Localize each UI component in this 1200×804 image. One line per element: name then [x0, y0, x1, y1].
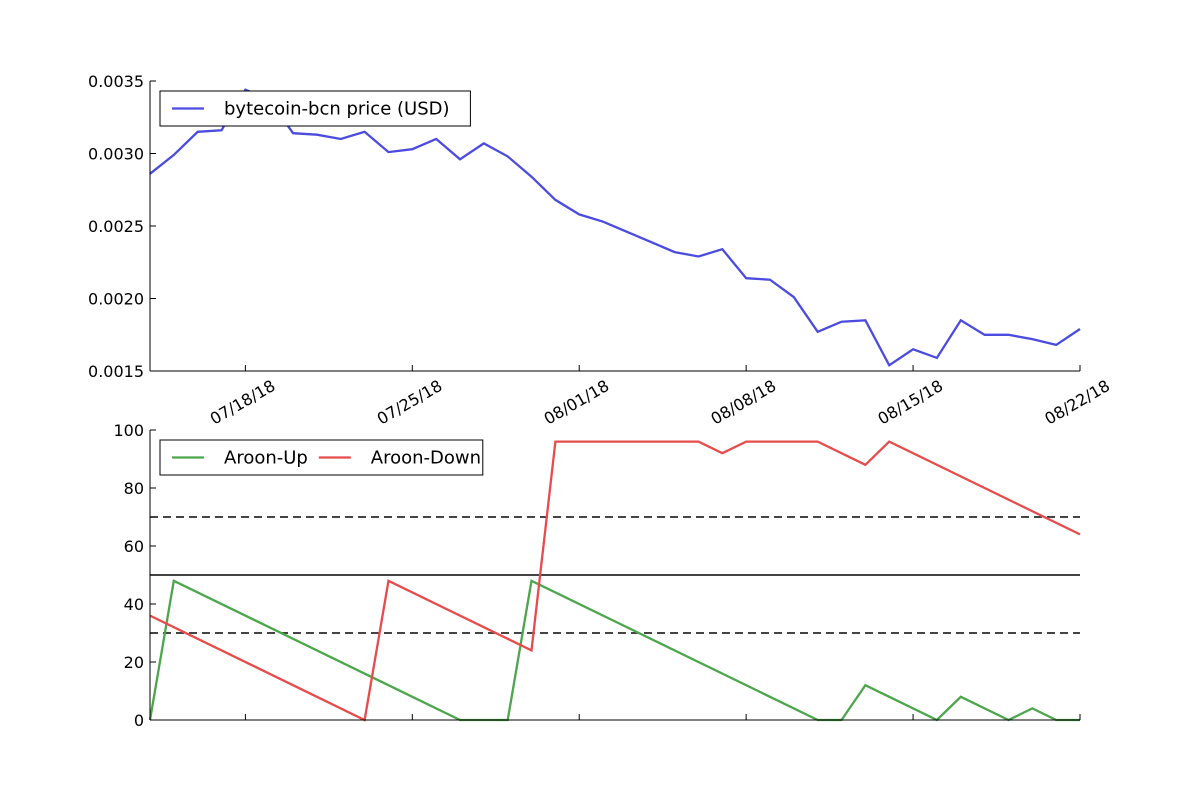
y-tick-label: 40	[124, 595, 144, 614]
y-tick-label: 0.0025	[88, 217, 144, 236]
legend-label-2: Aroon-Down	[371, 448, 481, 469]
legend-box	[159, 90, 471, 127]
series-line-1	[148, 579, 1080, 722]
x-tick-label: 07/18/18	[207, 376, 279, 428]
x-tick-label: 08/22/18	[1041, 376, 1113, 428]
y-tick-label: 0	[134, 711, 144, 730]
y-tick-label: 0.0020	[88, 290, 144, 309]
y-tick-label: 100	[113, 421, 144, 440]
legend: Aroon-Up Aroon-Down	[159, 439, 484, 476]
y-tick-label: 80	[124, 479, 144, 498]
x-tick-label: 08/08/18	[708, 376, 780, 428]
y-tick-label: 0.0015	[88, 362, 144, 381]
y-tick-label: 0.0030	[88, 145, 144, 164]
y-tick-label: 0.0035	[88, 72, 144, 91]
legend-label-1: Aroon-Up	[224, 448, 308, 469]
series-line-1	[149, 88, 1081, 367]
x-tick-label: 08/15/18	[874, 376, 946, 428]
panel-2: 0 20 40 60 80 100 Aroon-Up Aroon-Down	[113, 421, 1081, 730]
y-tick-label: 20	[124, 653, 144, 672]
legend: bytecoin-bcn price (USD)	[159, 90, 471, 127]
y-tick-label: 60	[124, 537, 144, 556]
panel-1: 0.0015 0.0020 0.0025 0.0030 0.0035 07/18/18 07…	[88, 72, 1113, 428]
series-line-2	[149, 440, 1081, 722]
legend-label-1: bytecoin-bcn price (USD)	[224, 99, 450, 120]
x-tick-label: 07/25/18	[374, 376, 446, 428]
x-tick-label: 08/01/18	[541, 376, 613, 428]
